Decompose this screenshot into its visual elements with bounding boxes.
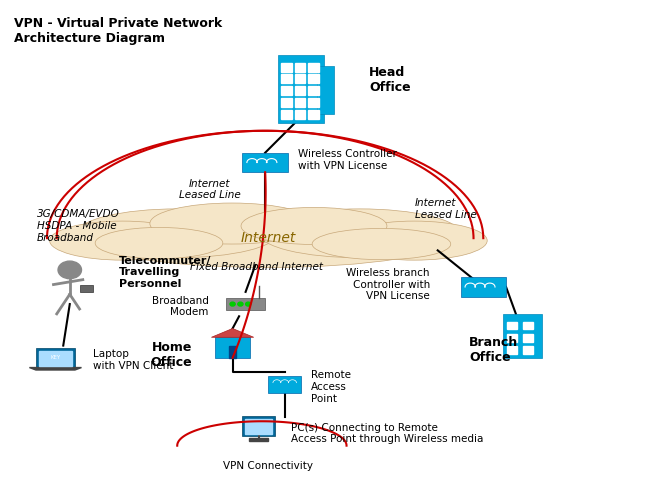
Bar [226,298,265,310]
Bar [308,98,318,107]
Bar [308,86,318,95]
Bar [281,63,292,72]
Bar [268,376,301,393]
Text: Internet
Leased Line: Internet Leased Line [415,198,477,219]
Bar [523,346,534,354]
Bar [308,63,318,72]
Ellipse shape [241,207,387,245]
Ellipse shape [50,221,196,260]
Bar [281,86,292,95]
Text: Home
Office: Home Office [150,341,192,369]
Bar [295,86,305,95]
Polygon shape [29,368,82,370]
Text: Wireless branch
Controller with
VPN License: Wireless branch Controller with VPN Lice… [347,268,430,301]
Text: Laptop
with VPN Client: Laptop with VPN Client [93,350,173,371]
Bar [278,55,324,123]
Text: Wireless Controller
with VPN License: Wireless Controller with VPN License [298,149,396,171]
Text: Head
Office: Head Office [370,65,411,93]
Circle shape [246,302,250,306]
Ellipse shape [312,228,451,260]
Bar [39,352,72,366]
Text: 3G/CDMA/EVDO
HSDPA - Mobile
Broadband: 3G/CDMA/EVDO HSDPA - Mobile Broadband [37,209,120,243]
Ellipse shape [77,209,277,258]
Bar [243,153,288,172]
Bar [215,337,250,358]
Text: KEY: KEY [50,355,61,360]
Bar [507,322,517,329]
Text: Fixed Broadband Internet: Fixed Broadband Internet [190,263,323,273]
Ellipse shape [95,227,223,259]
Bar [36,348,75,368]
Bar [295,63,305,72]
Bar [229,346,237,358]
Text: Broadband
Modem: Broadband Modem [152,296,209,317]
Bar [281,109,292,118]
Text: Remote
Access
Point: Remote Access Point [311,371,351,404]
Polygon shape [211,328,254,337]
Bar [308,109,318,118]
Bar [281,75,292,83]
Bar [295,98,305,107]
Ellipse shape [259,209,460,258]
Text: VPN - Virtual Private Network
Architecture Diagram: VPN - Virtual Private Network Architectu… [14,17,222,45]
Text: Telecommuter/
Travelling
Personnel: Telecommuter/ Travelling Personnel [118,256,211,289]
Circle shape [58,261,82,279]
Bar [281,98,292,107]
Bar [460,277,506,297]
Ellipse shape [341,221,487,260]
Text: PC(s) Connecting to Remote
Access Point through Wireless media: PC(s) Connecting to Remote Access Point … [291,423,483,444]
Bar [243,416,275,436]
Bar [507,334,517,342]
Circle shape [238,302,243,306]
Bar [308,75,318,83]
Bar [523,334,534,342]
Text: Internet
Leased Line: Internet Leased Line [179,179,241,200]
Ellipse shape [86,209,451,268]
Bar [295,75,305,83]
Bar [507,346,517,354]
Bar [80,285,93,292]
Bar [295,109,305,118]
Bar [249,438,268,441]
Text: Branch
Office: Branch Office [469,336,518,364]
Bar [503,314,542,358]
Bar [317,66,334,114]
Text: VPN Connectivity: VPN Connectivity [224,461,313,471]
Text: Internet: Internet [241,231,296,245]
Circle shape [230,302,235,306]
Bar [523,322,534,329]
Bar [245,419,272,435]
Ellipse shape [150,203,314,244]
